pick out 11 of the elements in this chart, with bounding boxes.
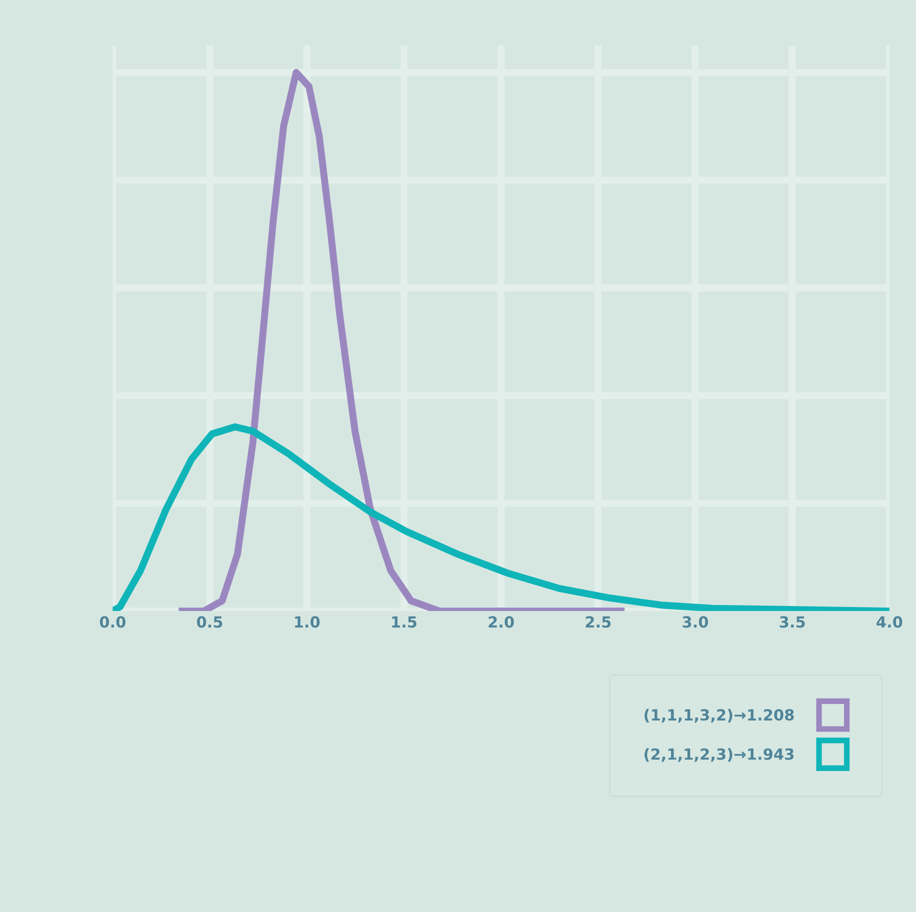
legend-label: (2,1,1,2,3)→1.943 <box>644 748 794 762</box>
x-tick-label: 4.0 <box>876 616 902 628</box>
x-tick-label: 3.5 <box>780 616 805 628</box>
x-tick-label: 0.0 <box>100 616 126 628</box>
x-tick-label: 2.5 <box>586 616 611 628</box>
x-tick-label: 1.5 <box>392 616 416 628</box>
x-tick-label: 3.0 <box>682 616 708 628</box>
legend-label: (1,1,1,3,2)→1.208 <box>644 708 794 723</box>
x-tick-label: 1.0 <box>295 616 320 628</box>
x-tick-label: 0.5 <box>196 616 222 628</box>
x-tick-label: 2.0 <box>488 616 514 628</box>
